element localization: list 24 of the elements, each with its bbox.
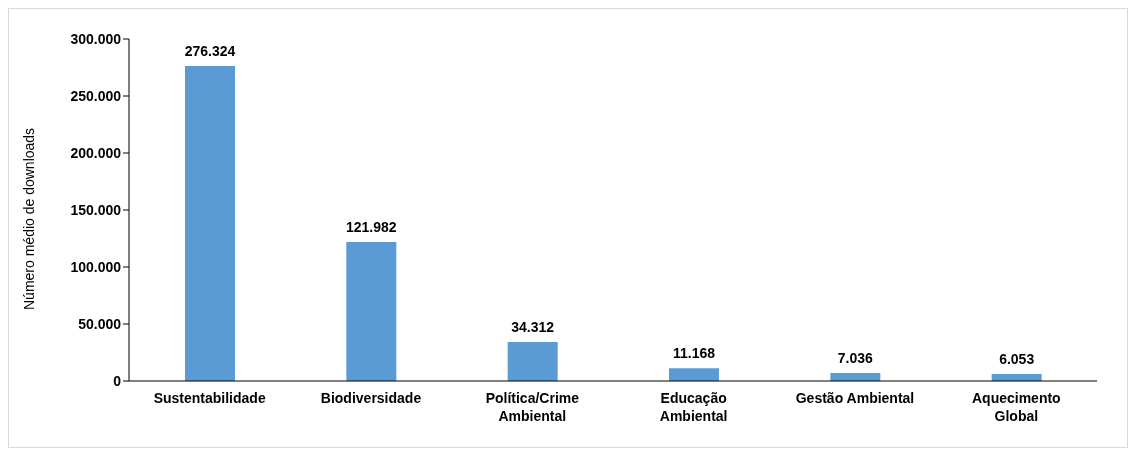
y-tick-label: 50.000 bbox=[78, 315, 122, 332]
bar bbox=[669, 368, 719, 381]
x-tick-label: Sustentabilidade bbox=[153, 390, 266, 406]
y-tick-label: 100.000 bbox=[70, 258, 122, 275]
y-tick-label: 300.000 bbox=[70, 30, 122, 47]
bar bbox=[507, 341, 558, 381]
y-tick-label: 150.000 bbox=[70, 201, 122, 218]
bar bbox=[346, 241, 397, 381]
y-axis-title: Número médio de downloads bbox=[20, 127, 37, 310]
y-tick-label: 200.000 bbox=[70, 144, 122, 161]
data-label: 34.312 bbox=[511, 318, 555, 335]
x-tick-label: Educação Ambiental bbox=[659, 390, 728, 424]
data-label: 7.036 bbox=[837, 349, 874, 366]
data-label: 11.168 bbox=[672, 345, 716, 362]
x-tick-label: Aquecimento Global bbox=[971, 390, 1061, 424]
data-label: 6.053 bbox=[999, 351, 1035, 368]
bar bbox=[185, 65, 235, 381]
y-tick-label: 0 bbox=[113, 372, 122, 389]
x-tick-label: Política/Crime Ambiental bbox=[485, 390, 580, 424]
y-tick-label: 250.000 bbox=[70, 87, 122, 104]
data-label: 276.324 bbox=[184, 42, 236, 59]
x-tick-label: Gestão Ambiental bbox=[795, 390, 915, 406]
data-label: 121.982 bbox=[346, 218, 397, 235]
x-tick-label: Biodiversidade bbox=[320, 390, 422, 406]
